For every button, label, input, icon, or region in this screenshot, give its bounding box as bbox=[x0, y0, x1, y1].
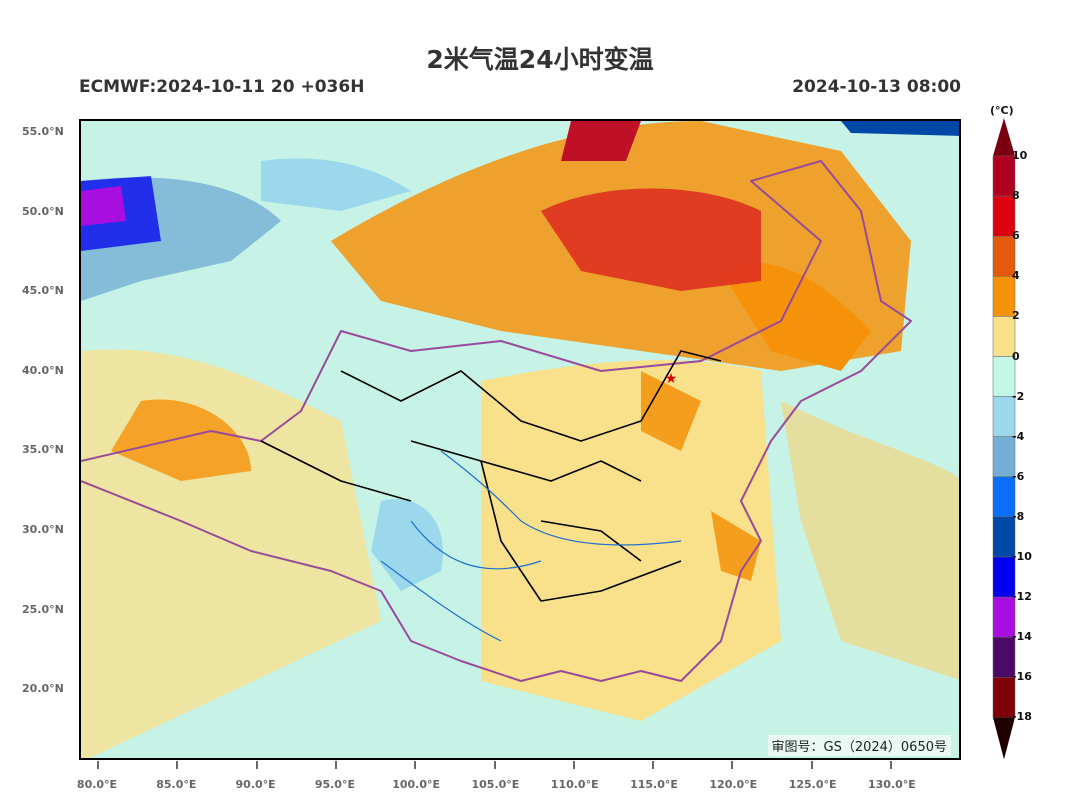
colorbar-label: 8 bbox=[1012, 189, 1020, 203]
lon-tick bbox=[414, 761, 417, 769]
lon-tick bbox=[493, 761, 496, 769]
colorbar-label: 10 bbox=[1012, 149, 1028, 162]
colorbar-label: -12 bbox=[1012, 590, 1032, 604]
lat-label: 45.0°N bbox=[22, 284, 64, 298]
temperature-change-map: ★ 审图号：GS（2024）0650号 bbox=[79, 119, 961, 760]
colorbar-label: 0 bbox=[1012, 349, 1020, 363]
lon-label: 110.0°E bbox=[550, 778, 599, 791]
lon-tick bbox=[652, 761, 655, 769]
lon-label: 130.0°E bbox=[868, 778, 916, 791]
lat-label: 50.0°N bbox=[22, 204, 64, 218]
valid-time: 2024-10-13 08:00 bbox=[792, 77, 961, 97]
lon-tick bbox=[810, 761, 813, 769]
cooling-areas bbox=[81, 121, 959, 591]
lon-label: 85.0°E bbox=[156, 778, 197, 791]
lon-label: 125.0°E bbox=[788, 778, 837, 791]
colorbar-label: 6 bbox=[1012, 229, 1020, 243]
colorbar-label: -16 bbox=[1012, 670, 1032, 684]
colorbar-label: -8 bbox=[1012, 509, 1025, 523]
lat-label: 40.0°N bbox=[22, 363, 64, 377]
lon-tick bbox=[731, 761, 734, 769]
model-run: ECMWF:2024-10-11 20 +036H bbox=[79, 77, 365, 97]
colorbar-bottom-arrow bbox=[993, 717, 1015, 760]
lat-label: 55.0°N bbox=[22, 125, 64, 138]
colorbar bbox=[992, 118, 1016, 760]
colorbar-label: -18 bbox=[1012, 710, 1032, 724]
lon-tick bbox=[176, 761, 179, 769]
warming-areas bbox=[81, 121, 959, 758]
colorbar-label: -4 bbox=[1012, 429, 1025, 443]
colorbar-unit: (°C) bbox=[990, 104, 1014, 117]
red-star-icon: ★ bbox=[665, 371, 678, 387]
lat-label: 35.0°N bbox=[22, 443, 64, 457]
lon-label: 80.0°E bbox=[76, 778, 118, 791]
colorbar-label: -10 bbox=[1012, 550, 1032, 563]
lon-tick bbox=[255, 761, 258, 769]
lon-tick bbox=[890, 761, 892, 769]
colorbar-top-arrow bbox=[993, 118, 1015, 156]
lat-label: 25.0°N bbox=[22, 602, 64, 616]
lon-label: 95.0°E bbox=[314, 778, 355, 791]
colorbar-label: 4 bbox=[1012, 269, 1020, 283]
lon-label: 120.0°E bbox=[709, 778, 758, 791]
lon-tick bbox=[97, 761, 99, 769]
colorbar-bin bbox=[992, 677, 1016, 718]
lon-tick bbox=[334, 761, 337, 769]
colorbar-label: -6 bbox=[1012, 469, 1025, 483]
lat-label: 30.0°N bbox=[22, 523, 64, 536]
lon-label: 100.0°E bbox=[392, 778, 440, 791]
chart-title: 2米气温24小时变温 bbox=[426, 45, 654, 74]
colorbar-label: 2 bbox=[1012, 309, 1020, 323]
lon-label: 115.0°E bbox=[630, 778, 678, 791]
colorbar-label: -2 bbox=[1012, 389, 1025, 403]
lon-tick bbox=[572, 761, 575, 769]
map-field: ★ bbox=[81, 121, 959, 758]
colorbar-label: -14 bbox=[1012, 630, 1032, 644]
boundaries bbox=[81, 160, 912, 682]
approval-number: 审图号：GS（2024）0650号 bbox=[767, 735, 951, 756]
lat-label: 20.0°N bbox=[22, 682, 64, 696]
lon-label: 90.0°E bbox=[235, 778, 276, 791]
lon-label: 105.0°E bbox=[471, 778, 520, 791]
